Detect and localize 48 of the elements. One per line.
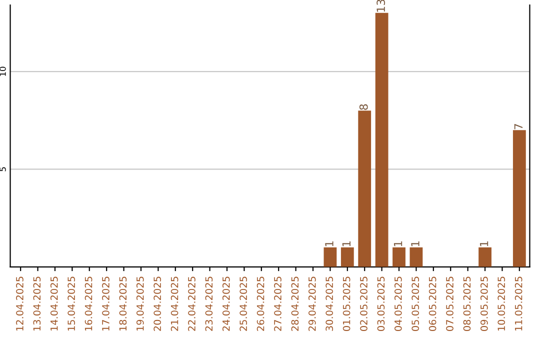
data-label: 8 bbox=[359, 104, 368, 110]
x-tick-label: 10.05.2025 bbox=[498, 276, 506, 331]
x-tick-label: 24.04.2025 bbox=[222, 276, 230, 331]
x-tick-label: 17.04.2025 bbox=[102, 276, 110, 331]
x-tick-label: 02.05.2025 bbox=[360, 276, 368, 331]
data-label: 1 bbox=[394, 241, 402, 246]
bar bbox=[358, 110, 372, 267]
x-tick-label: 03.05.2025 bbox=[377, 276, 385, 331]
data-label: 13 bbox=[376, 0, 386, 12]
bar bbox=[340, 247, 354, 267]
bar bbox=[410, 247, 423, 267]
x-tick-label: 08.05.2025 bbox=[463, 276, 471, 331]
bar bbox=[375, 12, 388, 267]
x-tick-label: 14.04.2025 bbox=[50, 276, 58, 331]
x-tick-label: 07.05.2025 bbox=[446, 276, 454, 331]
x-tick-label: 30.04.2025 bbox=[326, 276, 334, 331]
x-tick-label: 19.04.2025 bbox=[136, 276, 144, 331]
data-label: 1 bbox=[342, 241, 350, 246]
data-label: 7 bbox=[514, 124, 522, 130]
x-tick-label: 20.04.2025 bbox=[154, 276, 162, 331]
bar bbox=[478, 247, 492, 267]
x-tick-label: 16.04.2025 bbox=[84, 276, 92, 331]
x-tick-label: 27.04.2025 bbox=[274, 276, 282, 331]
x-tick-label: 29.04.2025 bbox=[308, 276, 316, 331]
x-tick-label: 25.04.2025 bbox=[240, 276, 248, 331]
x-tick-label: 06.05.2025 bbox=[428, 276, 436, 331]
data-label: 1 bbox=[325, 241, 334, 246]
x-tick-label: 01.05.2025 bbox=[342, 276, 350, 331]
y-tick-label: 10 bbox=[0, 66, 6, 76]
x-tick-label: 11.05.2025 bbox=[514, 276, 522, 331]
x-tick-label: 21.04.2025 bbox=[170, 276, 178, 331]
x-tick-label: 05.05.2025 bbox=[412, 276, 420, 331]
data-label: 1 bbox=[411, 241, 420, 246]
x-tick-label: 04.05.2025 bbox=[394, 276, 402, 331]
x-tick-label: 22.04.2025 bbox=[188, 276, 196, 331]
bar bbox=[324, 247, 337, 267]
x-tick-label: 26.04.2025 bbox=[256, 276, 264, 331]
bar bbox=[392, 247, 406, 267]
bar bbox=[512, 130, 526, 267]
y-tick-label: 5 bbox=[0, 167, 6, 172]
x-tick-label: 28.04.2025 bbox=[291, 276, 299, 331]
x-tick-label: 09.05.2025 bbox=[480, 276, 488, 331]
x-tick-label: 13.04.2025 bbox=[33, 276, 41, 331]
data-label: 1 bbox=[480, 241, 488, 246]
x-tick-label: 18.04.2025 bbox=[119, 276, 127, 331]
x-tick-label: 23.04.2025 bbox=[205, 276, 213, 331]
x-tick-label: 15.04.2025 bbox=[68, 276, 76, 331]
x-tick-label: 12.04.2025 bbox=[16, 276, 24, 331]
